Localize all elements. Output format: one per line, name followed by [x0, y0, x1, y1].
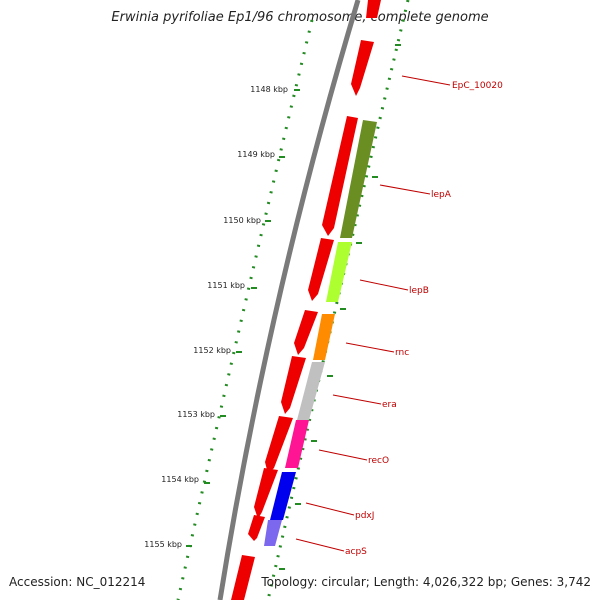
accession-text: Accession: NC_012214: [9, 575, 146, 589]
scale-ticks: [186, 89, 300, 547]
gene-arrow: [322, 116, 358, 236]
label-leaders: [295, 75, 451, 552]
gene-label-lepa: lepA: [431, 190, 452, 200]
gene-arrow: [294, 310, 318, 355]
kbp-label: 1155 kbp: [144, 540, 182, 549]
gene-arrow: [254, 468, 278, 519]
backbone-line: [217, 0, 361, 600]
kbp-label: 1153 kbp: [177, 410, 215, 419]
gene-arrow: [248, 515, 265, 541]
gene-arrow-epc10020: [351, 40, 374, 96]
topology-text: Topology: circular; Length: 4,026,322 bp…: [261, 575, 591, 589]
leader-line: [345, 342, 395, 353]
kbp-label: 1149 kbp: [237, 150, 275, 159]
gene-label-rnc: rnc: [395, 348, 409, 358]
gene-lepB: [326, 242, 352, 302]
forward-strand-genes: [231, 0, 381, 600]
gene-era: [297, 362, 325, 420]
kbp-label: 1148 kbp: [250, 85, 288, 94]
gene-arrow-top: [366, 0, 381, 18]
kbp-label: 1154 kbp: [161, 475, 199, 484]
gene-label-reco: recO: [368, 456, 389, 466]
gene-acpS: [264, 520, 282, 546]
gene-rnc: [313, 314, 335, 360]
gene-label-era: era: [382, 400, 397, 410]
leader-line: [379, 184, 431, 195]
map-title: Erwinia pyrifoliae Ep1/96 chromosome, co…: [111, 10, 489, 25]
gene-recO: [285, 420, 309, 468]
gene-label-pdxj: pdxJ: [355, 511, 374, 521]
outer-scale-ticks: [279, 44, 401, 570]
kbp-label: 1150 kbp: [223, 216, 261, 225]
gene-label-lepb: lepB: [409, 286, 429, 296]
leader-line: [359, 279, 409, 291]
leader-line: [295, 538, 345, 552]
gene-label-epc10020: EpC_10020: [452, 81, 503, 91]
kbp-label: 1151 kbp: [207, 281, 245, 290]
gene-arrow: [308, 238, 334, 301]
leader-line: [332, 394, 382, 405]
leader-line: [318, 449, 368, 461]
gene-lepA: [340, 120, 377, 238]
inner-dotted-track: [176, 19, 314, 600]
gene-arrow: [265, 416, 293, 474]
gene-arrow-bottom: [231, 555, 255, 600]
gene-pdxJ: [270, 472, 296, 520]
kbp-label: 1152 kbp: [193, 346, 231, 355]
leader-line: [401, 75, 451, 86]
gene-label-acps: acpS: [345, 547, 367, 557]
leader-line: [305, 502, 355, 516]
gene-arrow: [281, 356, 306, 414]
